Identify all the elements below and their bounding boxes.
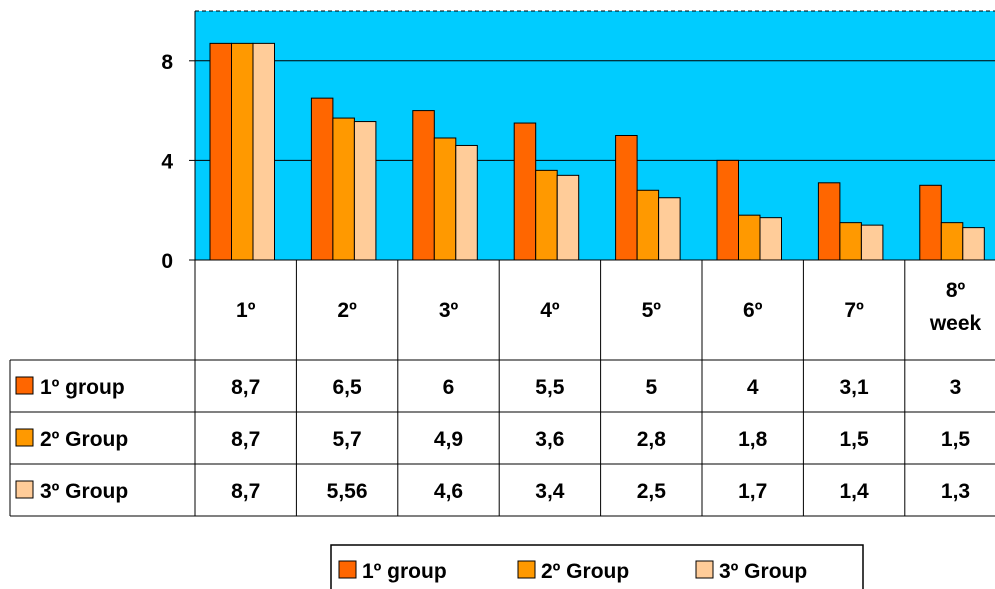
category-label: 1º [236, 299, 256, 322]
table-cell: 4,6 [434, 480, 463, 503]
table-cell: 1,7 [738, 480, 767, 503]
bar [209, 42, 232, 261]
table-cell: 5,5 [535, 376, 565, 399]
table-cell: 8,7 [231, 480, 260, 503]
table-cell: 6,5 [332, 376, 362, 399]
bar [962, 227, 985, 261]
legend-label: 3º Group [719, 560, 807, 583]
bar [658, 197, 681, 261]
category-label: 5º [642, 299, 662, 322]
table-cell: 2,5 [637, 480, 667, 503]
row-legend-key [15, 376, 34, 395]
bar [433, 137, 457, 261]
bar [332, 117, 355, 261]
bar [839, 222, 862, 261]
bar [615, 135, 638, 261]
bar [310, 97, 334, 261]
legend-label: 1º group [362, 560, 447, 583]
table-cell: 8,7 [231, 428, 260, 451]
category-label: 8º [946, 279, 966, 302]
y-tick-label: 8 [161, 51, 173, 74]
table-cell: 6 [443, 376, 455, 399]
bar [231, 42, 254, 261]
bar [860, 224, 884, 261]
bar [353, 121, 377, 261]
bar [716, 159, 739, 261]
table-cell: 8,7 [231, 376, 260, 399]
legend-label: 2º Group [541, 560, 629, 583]
row-label: 2º Group [40, 428, 128, 451]
category-label: week [929, 312, 982, 335]
legend-key [695, 560, 714, 579]
legend [330, 544, 864, 589]
table-cell: 1,5 [839, 428, 869, 451]
bar [513, 122, 537, 261]
table-cell: 5 [645, 376, 657, 399]
table-cell: 1,3 [941, 480, 970, 503]
table-cell: 3,4 [535, 480, 565, 503]
bar [412, 110, 435, 261]
y-tick-label: 0 [161, 250, 173, 273]
table-cell: 5,7 [332, 428, 361, 451]
legend-key [338, 560, 357, 579]
table-cell: 1,4 [839, 480, 869, 503]
bar [940, 222, 964, 261]
row-legend-key [15, 480, 34, 499]
bar [455, 144, 478, 261]
legend-key [517, 560, 536, 579]
bar [535, 169, 558, 261]
table-cell: 3 [950, 376, 962, 399]
bar [636, 189, 660, 261]
row-label: 3º Group [40, 480, 128, 503]
table-cell: 1,8 [738, 428, 768, 451]
category-label: 6º [743, 299, 763, 322]
bar [252, 42, 275, 261]
row-legend-key [15, 428, 34, 447]
category-label: 3º [439, 299, 459, 322]
category-label: 4º [540, 299, 560, 322]
table-cell: 4,9 [434, 428, 463, 451]
bar [556, 174, 580, 261]
category-label: 2º [337, 299, 357, 322]
bar [919, 184, 942, 261]
table-cell: 3,6 [535, 428, 564, 451]
bar [738, 214, 761, 261]
y-tick-label: 4 [161, 150, 173, 173]
category-label: 7º [844, 299, 864, 322]
table-cell: 3,1 [839, 376, 869, 399]
row-label: 1º group [40, 376, 125, 399]
table-cell: 5,56 [327, 480, 368, 503]
bar [817, 182, 841, 261]
table-cell: 4 [747, 376, 759, 399]
bar [759, 217, 782, 261]
table-cell: 1,5 [941, 428, 971, 451]
table-cell: 2,8 [637, 428, 667, 451]
